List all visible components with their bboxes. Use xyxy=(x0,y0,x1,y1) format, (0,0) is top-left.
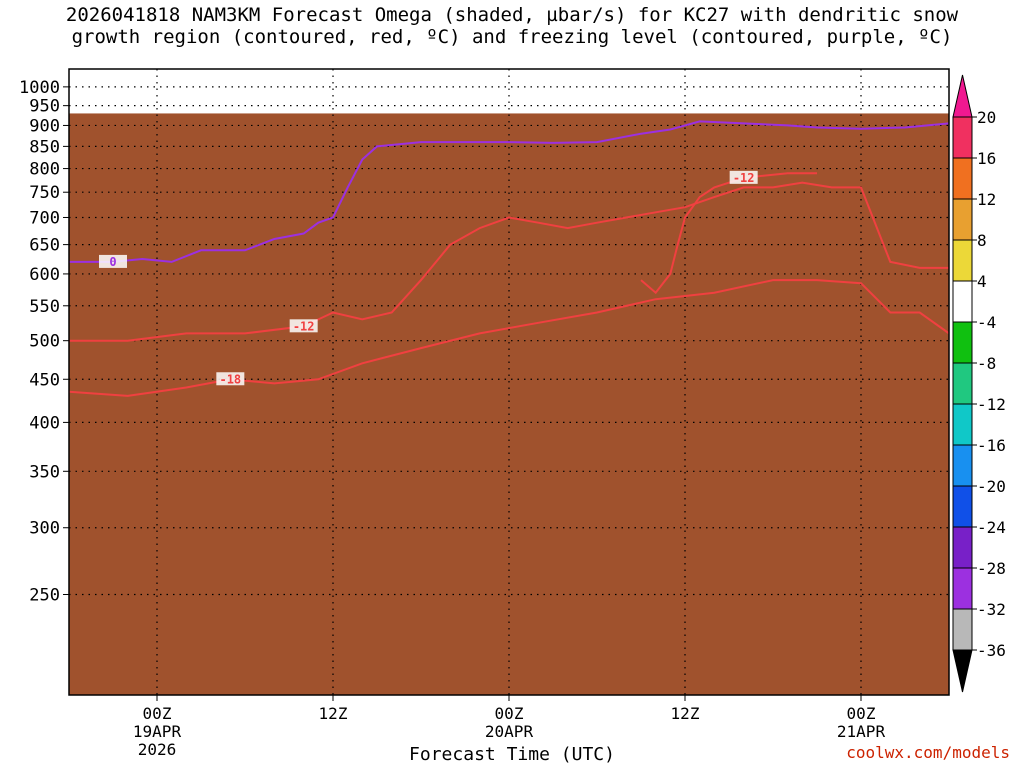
colorbar-segment-7 xyxy=(952,403,973,446)
y-tick-label-700: 700 xyxy=(29,208,60,228)
isotherm-contour-2-label-bg xyxy=(729,170,758,184)
colorbar-label-11: -28 xyxy=(977,559,1006,578)
colorbar-segment-2 xyxy=(952,198,973,241)
colorbar-label-10: -24 xyxy=(977,518,1006,537)
colorbar-label-8: -16 xyxy=(977,436,1006,455)
y-tick-label-600: 600 xyxy=(29,265,60,285)
colorbar-label-0: 20 xyxy=(977,108,996,127)
y-tick-label-750: 750 xyxy=(29,183,60,203)
x-tick-label-0-0: 00Z xyxy=(143,704,172,723)
freezing-level-contour xyxy=(69,120,949,263)
colorbar-label-2: 12 xyxy=(977,190,996,209)
colorbar-segment-9 xyxy=(952,485,973,528)
isotherm-contour-0-label: -18 xyxy=(219,372,241,386)
y-tick-label-1000: 1000 xyxy=(19,78,60,98)
x-axis-title: Forecast Time (UTC) xyxy=(409,744,615,765)
colorbar-top-triangle xyxy=(952,74,973,118)
x-tick-label-0-1: 19APR xyxy=(133,722,182,741)
colorbar-segment-6 xyxy=(952,362,973,405)
colorbar-label-9: -20 xyxy=(977,477,1006,496)
colorbar-segment-8 xyxy=(952,444,973,487)
freezing-level-contour-label: 0 xyxy=(109,255,116,269)
isotherm-contour-1-label: -12 xyxy=(293,319,315,333)
colorbar-label-1: 16 xyxy=(977,149,996,168)
y-tick-label-500: 500 xyxy=(29,332,60,352)
isotherm-contour-0-label-bg xyxy=(216,372,245,386)
y-tick-label-250: 250 xyxy=(29,586,60,606)
isotherm-contour-2 xyxy=(640,172,817,295)
colorbar-segment-5 xyxy=(952,321,973,364)
colorbar-label-6: -8 xyxy=(977,354,996,373)
y-tick-label-350: 350 xyxy=(29,462,60,482)
colorbar-label-7: -12 xyxy=(977,395,1006,414)
colorbar-label-3: 8 xyxy=(977,231,987,250)
x-tick-label-48-0: 00Z xyxy=(847,704,876,723)
colorbar-label-13: -36 xyxy=(977,641,1006,660)
colorbar-label-12: -32 xyxy=(977,600,1006,619)
chart-title-line2: growth region (contoured, red, ºC) and f… xyxy=(71,26,953,48)
freezing-level-contour-label-bg xyxy=(99,254,127,268)
y-tick-label-650: 650 xyxy=(29,236,60,256)
credit-link[interactable]: coolwx.com/models xyxy=(846,743,1010,762)
y-tick-label-950: 950 xyxy=(29,97,60,117)
colorbar-segment-4 xyxy=(952,280,973,323)
colorbar-segment-12 xyxy=(952,608,973,651)
x-tick-label-24-1: 20APR xyxy=(485,722,534,741)
y-tick-label-900: 900 xyxy=(29,116,60,136)
colorbar-label-5: -4 xyxy=(977,313,996,332)
colorbar-label-4: 4 xyxy=(977,272,987,291)
y-tick-label-800: 800 xyxy=(29,160,60,180)
colorbar-bottom-triangle xyxy=(952,649,973,693)
x-tick-label-48-1: 21APR xyxy=(837,722,886,741)
colorbar-segment-1 xyxy=(952,157,973,200)
y-tick-label-550: 550 xyxy=(29,297,60,317)
isotherm-contour-2-label: -12 xyxy=(733,171,755,185)
y-tick-label-850: 850 xyxy=(29,137,60,157)
x-tick-label-36-0: 12Z xyxy=(671,704,700,723)
y-tick-label-450: 450 xyxy=(29,370,60,390)
ground-fill xyxy=(69,113,949,696)
colorbar-segment-11 xyxy=(952,567,973,610)
x-tick-label-12-0: 12Z xyxy=(319,704,348,723)
chart-title-line1: 2026041818 NAM3KM Forecast Omega (shaded… xyxy=(65,4,959,26)
x-tick-label-0-2: 2026 xyxy=(138,740,177,759)
y-tick-label-300: 300 xyxy=(29,519,60,539)
isotherm-contour-1-label-bg xyxy=(289,319,318,333)
x-tick-label-24-0: 00Z xyxy=(495,704,524,723)
colorbar-segment-10 xyxy=(952,526,973,569)
colorbar-segment-0 xyxy=(952,116,973,159)
colorbar-segment-3 xyxy=(952,239,973,282)
y-tick-label-400: 400 xyxy=(29,413,60,433)
